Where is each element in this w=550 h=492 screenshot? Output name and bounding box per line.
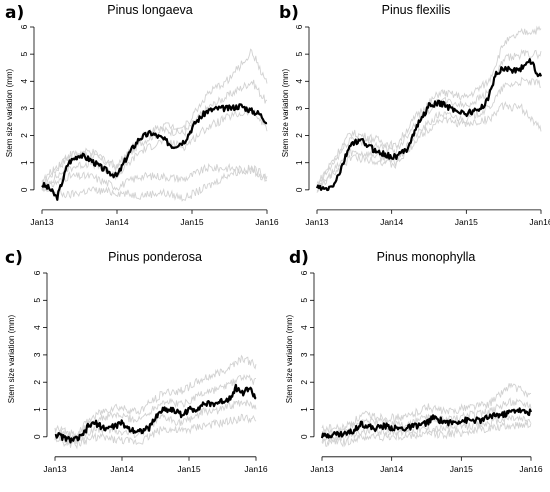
x-tick-label: Jan13: [30, 217, 53, 227]
individual-series-line: [54, 399, 257, 446]
y-axis-label: Stem size variation (mm): [285, 314, 294, 403]
chart-panel-3: c) Pinus ponderosa Stem size variation (mm…: [5, 248, 268, 474]
y-tick-label: 2: [299, 380, 309, 385]
y-tick-label: 5: [299, 298, 309, 303]
y-tick-label: 0: [294, 187, 304, 192]
chart-panel-4: d) Pinus monophylla Stem size variation (m…: [285, 248, 543, 474]
x-tick-label: Jan14: [110, 464, 133, 474]
panel-title: Pinus ponderosa: [108, 250, 202, 264]
panel-letter: b): [279, 3, 299, 23]
mean-series-line: [315, 57, 543, 192]
individual-series-line: [54, 354, 257, 439]
individual-series-line: [41, 163, 268, 193]
panel-title: Pinus longaeva: [107, 3, 193, 17]
chart-panel-2: b) Pinus flexilis Stem size variation (mm)…: [279, 3, 550, 227]
y-tick-label: 5: [294, 52, 304, 57]
y-tick-label: 1: [19, 160, 29, 165]
mean-series-line: [54, 383, 257, 444]
individual-series-line: [321, 420, 532, 448]
x-tick-label: Jan16: [529, 217, 550, 227]
individual-series-line: [41, 164, 268, 202]
x-tick-label: Jan16: [519, 464, 542, 474]
y-tick-label: 1: [32, 407, 42, 412]
y-tick-label: 6: [299, 270, 309, 275]
x-tick-label: Jan15: [455, 217, 478, 227]
y-axis-label: Stem size variation (mm): [5, 68, 14, 157]
y-tick-label: 1: [299, 407, 309, 412]
y-tick-label: 3: [19, 106, 29, 111]
y-tick-label: 2: [19, 133, 29, 138]
y-tick-label: 4: [299, 325, 309, 330]
y-tick-label: 0: [19, 187, 29, 192]
panel-letter: d): [289, 248, 309, 268]
y-tick-label: 3: [299, 352, 309, 357]
mean-series-line: [320, 407, 533, 439]
y-tick-label: 4: [32, 325, 42, 330]
panel-letter: a): [5, 3, 24, 23]
individual-series-line: [316, 76, 542, 193]
panel-title: Pinus monophylla: [377, 250, 476, 264]
x-tick-label: Jan13: [310, 464, 333, 474]
y-tick-label: 5: [32, 298, 42, 303]
y-tick-label: 5: [19, 52, 29, 57]
panel-letter: c): [5, 248, 23, 268]
y-tick-label: 6: [32, 270, 42, 275]
mean-series-line: [41, 103, 268, 201]
y-tick-label: 2: [294, 133, 304, 138]
x-tick-label: Jan15: [180, 217, 203, 227]
y-tick-label: 4: [294, 79, 304, 84]
x-tick-label: Jan13: [305, 217, 328, 227]
x-tick-label: Jan13: [43, 464, 66, 474]
y-tick-label: 6: [294, 24, 304, 29]
individual-series-line: [54, 413, 257, 450]
y-tick-label: 6: [19, 24, 29, 29]
y-tick-label: 1: [294, 160, 304, 165]
panel-title: Pinus flexilis: [382, 3, 451, 17]
individual-series-line: [41, 107, 268, 190]
x-tick-label: Jan16: [255, 217, 278, 227]
x-tick-label: Jan14: [380, 217, 403, 227]
y-axis-label: Stem size variation (mm): [281, 68, 290, 157]
individual-series-line: [321, 397, 532, 438]
y-tick-label: 3: [294, 106, 304, 111]
x-tick-label: Jan16: [244, 464, 267, 474]
x-tick-label: Jan14: [105, 217, 128, 227]
x-tick-label: Jan15: [450, 464, 473, 474]
individual-series-line: [321, 383, 532, 434]
chart-panel-1: a) Pinus longaeva Stem size variation (mm)…: [5, 3, 279, 227]
individual-series-line: [316, 100, 542, 193]
y-tick-label: 3: [32, 352, 42, 357]
y-axis-label: Stem size variation (mm): [7, 314, 16, 403]
y-tick-label: 0: [299, 434, 309, 439]
y-tick-label: 0: [32, 434, 42, 439]
y-tick-label: 2: [32, 380, 42, 385]
y-tick-label: 4: [19, 79, 29, 84]
x-tick-label: Jan14: [380, 464, 403, 474]
x-tick-label: Jan15: [177, 464, 200, 474]
